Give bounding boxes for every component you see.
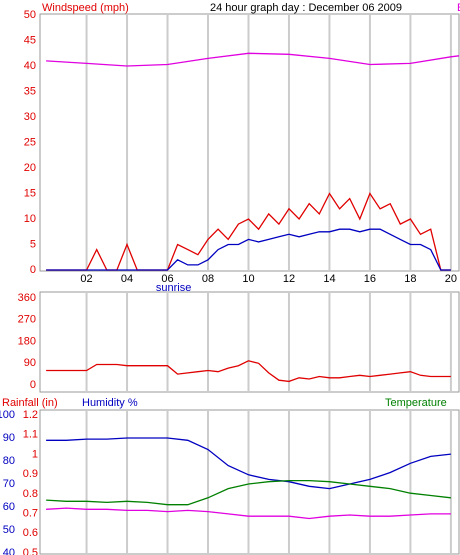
x-tick-label: 02 [80, 273, 92, 285]
y-tick-label: 10 [24, 213, 36, 225]
y-tick-label: 0 [30, 264, 36, 276]
series-line [46, 52, 460, 67]
y-tick-label: 70 [3, 478, 15, 490]
x-tick-label: 16 [364, 273, 376, 285]
series-line [46, 437, 451, 490]
annotation: sunrise [156, 282, 191, 294]
series-line [46, 360, 451, 383]
y-tick-label: 40 [24, 60, 36, 72]
y2-tick-label: 1 [32, 448, 38, 460]
y-tick-label: 40 [3, 547, 15, 555]
y-tick-label: 30 [24, 111, 36, 123]
rainfall-title: Rainfall (in) [2, 397, 58, 409]
panel-humidity [39, 409, 460, 555]
series-line [46, 479, 451, 506]
y-tick-label: 80 [3, 455, 15, 467]
y-tick-label: 100 [0, 409, 15, 421]
x-tick-label: 06 [161, 273, 173, 285]
y2-tick-label: 0.5 [23, 547, 38, 555]
annotation: E [457, 2, 460, 14]
y-tick-label: 15 [24, 187, 36, 199]
panel-wind-speed [39, 13, 460, 272]
x-tick-label: 14 [323, 273, 335, 285]
y2-tick-label: 0.7 [23, 507, 38, 519]
chart-title: Windspeed (mph) [42, 2, 129, 14]
y-tick-label: 180 [18, 335, 36, 347]
y-tick-label: 50 [3, 524, 15, 536]
y2-tick-label: 0.9 [23, 468, 38, 480]
temperature-title: Temperature [385, 397, 447, 409]
y-tick-label: 360 [18, 292, 36, 304]
humidity-title: Humidity % [82, 397, 138, 409]
y-tick-label: 270 [18, 314, 36, 326]
x-tick-label: 08 [202, 273, 214, 285]
panel-wind-direction [39, 291, 460, 393]
y-tick-label: 35 [24, 85, 36, 97]
x-tick-label: 10 [242, 273, 254, 285]
y-tick-label: 20 [24, 162, 36, 174]
y-tick-label: 0 [30, 379, 36, 391]
y2-tick-label: 0.6 [23, 527, 38, 539]
y-tick-label: 50 [24, 9, 36, 21]
y-tick-label: 90 [24, 357, 36, 369]
chart-subtitle: 24 hour graph day : December 06 2009 [210, 2, 402, 14]
series-line [46, 507, 451, 520]
y-tick-label: 5 [30, 238, 36, 250]
x-tick-label: 20 [445, 273, 457, 285]
x-tick-label: 18 [404, 273, 416, 285]
y-tick-label: 25 [24, 136, 36, 148]
y-tick-label: 60 [3, 501, 15, 513]
x-tick-label: 04 [121, 273, 133, 285]
y-tick-label: 45 [24, 34, 36, 46]
y2-tick-label: 1.1 [23, 429, 38, 441]
y2-tick-label: 0.8 [23, 488, 38, 500]
x-tick-label: 12 [283, 273, 295, 285]
y-tick-label: 90 [3, 432, 15, 444]
series-line [46, 228, 451, 271]
y2-tick-label: 1.2 [23, 409, 38, 421]
